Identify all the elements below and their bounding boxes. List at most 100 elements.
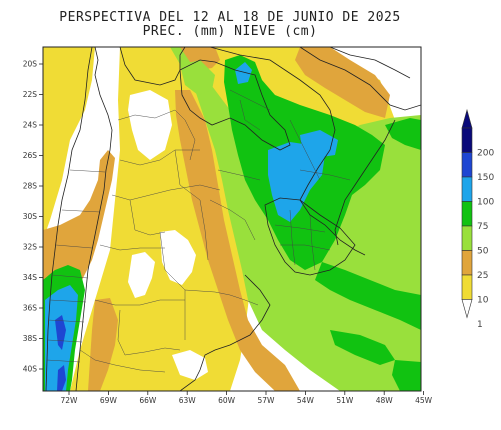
colorbar-label-10: 10: [477, 296, 489, 306]
brazil-state-line: [299, 169, 351, 181]
colorbar-top-arrow: [461, 108, 473, 129]
lat-label-34s: 34S: [23, 273, 38, 282]
province-line: [217, 169, 261, 181]
chile-region-line: [55, 244, 93, 249]
map-frame-border: [42, 46, 422, 392]
no-precip-patch-north: [128, 90, 172, 160]
precip-50-75-far-se: [392, 360, 421, 391]
latitude-ticks: [39, 63, 43, 370]
map-title-line1: PERSPECTIVA DEL 12 AL 18 DE JUNIO DE 202…: [59, 10, 401, 25]
colorbar-label-200: 200: [477, 149, 494, 159]
lon-label-63w: 63W: [179, 396, 197, 405]
uruguay-dept-line: [309, 214, 316, 271]
precip-75-100-nw: [235, 62, 252, 84]
lat-label-28s: 28S: [23, 182, 38, 191]
province-line: [94, 299, 185, 306]
lon-label-72w: 72W: [61, 396, 79, 405]
lon-label-48w: 48W: [376, 396, 394, 405]
precip-10-25-band-center: [175, 90, 300, 391]
longitude-labels: 72W 69W 66W 63W 60W 57W 54W 51W 48W 45W: [61, 396, 433, 405]
lon-label-66w: 66W: [139, 396, 157, 405]
chile-region-line: [69, 169, 106, 173]
lat-label-30s: 30S: [23, 212, 38, 221]
precip-10-25-band-south: [88, 298, 118, 391]
precip-west-darkblue-2: [57, 365, 66, 391]
precip-50-75-ne: [385, 118, 421, 150]
province-line: [209, 199, 256, 241]
province-line: [119, 149, 200, 166]
latitude-labels: 20S 22S 24S 26S 28S 30S 32S 34S 36S 38S 40S: [23, 60, 38, 374]
paraguay-dept-line: [239, 99, 261, 131]
colorbar-segment: [461, 225, 473, 251]
chile-argentina-border: [75, 47, 113, 391]
province-line: [174, 149, 209, 261]
colorbar-label-100: 100: [477, 198, 494, 208]
colorbar-segment: [461, 274, 473, 300]
chile-region-line: [47, 339, 83, 343]
argentina-coast: [179, 274, 271, 391]
brazil-border: [185, 47, 366, 256]
uruguay-dept-line: [280, 244, 331, 251]
colorbar-label-1: 1: [477, 320, 483, 330]
lat-label-36s: 36S: [23, 304, 38, 313]
province-line: [99, 244, 165, 251]
chile-region-line: [46, 359, 81, 363]
uruguay-dept-line: [274, 224, 326, 233]
chile-region-line: [47, 319, 85, 323]
uruguay-dept-line: [289, 209, 296, 266]
colorbar-label-50: 50: [477, 247, 489, 257]
country-boundaries: [45, 47, 421, 391]
precipitation-field: [43, 47, 421, 391]
uruguay-border: [264, 197, 356, 276]
colorbar-bottom-arrow: [461, 299, 473, 319]
brazil-coast: [334, 119, 396, 246]
colorbar-segment: [461, 250, 473, 276]
brazil-state-line: [289, 119, 321, 181]
longitude-ticks: [68, 391, 425, 395]
lat-label-26s: 26S: [23, 151, 38, 160]
precip-50-75-south: [315, 262, 421, 330]
colorbar-label-75: 75: [477, 222, 488, 232]
colorbar-segment: [461, 176, 473, 202]
lat-label-20s: 20S: [23, 60, 38, 69]
province-line: [117, 109, 196, 161]
precip-75-100-north: [300, 130, 338, 158]
chile-region-line: [61, 209, 101, 213]
precip-10-25-band-north: [180, 47, 220, 70]
lon-label-45w: 45W: [415, 396, 433, 405]
lat-label-22s: 22S: [23, 90, 38, 99]
precip-1-10-area: [43, 47, 95, 240]
lon-label-60w: 60W: [218, 396, 236, 405]
chile-region-line: [51, 274, 89, 279]
brazil-state-north: [329, 47, 411, 79]
paraguay-dept-line: [229, 89, 271, 111]
chile-region-line: [49, 299, 87, 303]
paraguay-border: [179, 59, 291, 151]
province-line: [129, 199, 166, 236]
colorbar-label-150: 150: [477, 173, 494, 183]
no-precip-patch-center: [160, 230, 196, 285]
province-boundaries: [46, 89, 351, 373]
precip-50-75-southeast: [330, 330, 395, 365]
chile-coast: [45, 47, 93, 391]
lon-label-57w: 57W: [258, 396, 276, 405]
lon-label-69w: 69W: [100, 396, 118, 405]
province-line: [229, 294, 259, 306]
province-line: [79, 349, 166, 373]
province-line: [111, 184, 221, 201]
map-title-line2: PREC. (mm) NIEVE (cm): [142, 24, 318, 39]
bolivia-border: [119, 47, 186, 86]
colorbar-label-25: 25: [477, 271, 488, 281]
precip-west-darkblue: [55, 315, 66, 350]
colorbar: 200 150 100 75 50 25 10 1: [461, 108, 494, 330]
lat-label-24s: 24S: [23, 121, 38, 130]
colorbar-segment: [461, 127, 473, 153]
precip-10-25-band-northeast: [295, 47, 390, 118]
lon-label-51w: 51W: [336, 396, 354, 405]
brazil-north-borders: [299, 47, 421, 111]
colorbar-segment: [461, 152, 473, 178]
precip-25-50-pocket-nw: [180, 60, 215, 95]
no-precip-patch-west: [128, 252, 155, 298]
lon-label-54w: 54W: [297, 396, 315, 405]
